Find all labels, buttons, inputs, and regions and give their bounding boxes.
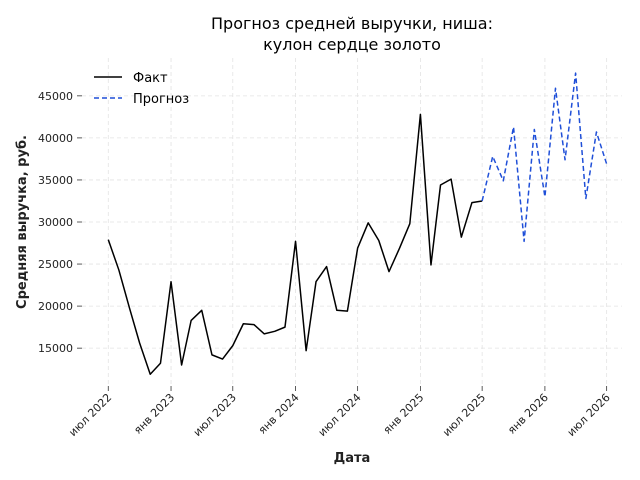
y-tick-label-5: 40000 (38, 132, 73, 145)
y-tick-label-2: 25000 (38, 258, 73, 271)
legend: Факт Прогноз (94, 71, 189, 107)
series-lines (107, 72, 608, 375)
x-axis-label: Дата (334, 451, 371, 466)
legend-label-fact: Факт (133, 71, 168, 86)
chart-title-line-1: Прогноз средней выручки, ниша: (211, 14, 493, 33)
y-tick-label-0: 15000 (38, 342, 73, 355)
series-line-0 (107, 113, 483, 375)
y-tick-label-4: 35000 (38, 174, 73, 187)
legend-label-forecast: Прогноз (133, 92, 189, 107)
grid (82, 58, 622, 386)
series-line-1 (481, 72, 608, 243)
y-tick-label-6: 45000 (38, 90, 73, 103)
y-axis-label: Средняя выручка, руб. (15, 135, 30, 309)
y-tick-label-1: 20000 (38, 300, 73, 313)
chart-title-line-2: кулон сердце золото (263, 35, 441, 54)
y-tick-label-3: 30000 (38, 216, 73, 229)
